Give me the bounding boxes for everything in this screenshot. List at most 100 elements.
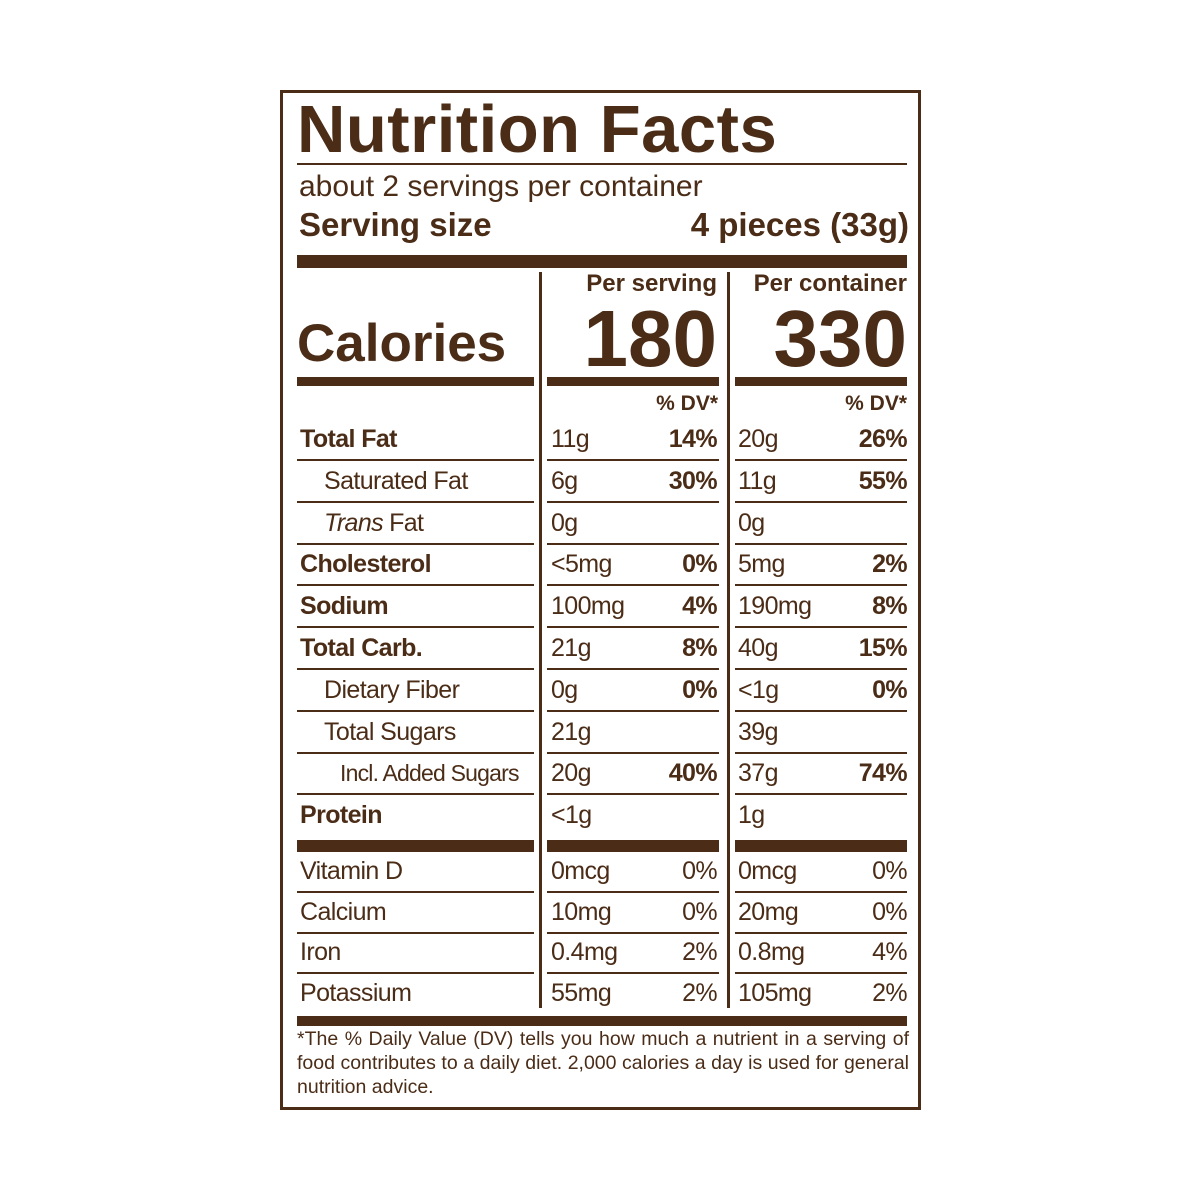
dv-header: % DV* [845, 392, 907, 415]
rule [297, 163, 907, 165]
row-rule [735, 459, 907, 461]
amount: 190mg [738, 592, 812, 621]
amount: <1g [551, 801, 592, 830]
daily-value: 40% [668, 759, 718, 788]
serving-size-label: Serving size [299, 206, 492, 243]
amount: 0mcg [551, 857, 610, 885]
row-rule [735, 668, 907, 670]
amount: 11g [551, 425, 590, 453]
amount: 5mg [738, 550, 785, 579]
thick-rule [297, 377, 534, 386]
row-rule [735, 751, 907, 754]
row-rule [297, 931, 534, 934]
nutrient-name: Protein [300, 801, 383, 830]
row-rule [547, 668, 719, 670]
nutrient-name: Vitamin D [300, 857, 403, 885]
nutrient-name: Total Sugars [324, 717, 456, 746]
row-rule [547, 584, 719, 587]
amount: 20mg [738, 897, 799, 926]
amount: 0.8mg [738, 938, 805, 967]
row-rule [297, 542, 534, 545]
daily-value: 0% [872, 675, 908, 704]
daily-value: 8% [682, 634, 718, 662]
label-border [280, 90, 921, 1110]
amount: 0g [551, 675, 578, 704]
nutrient-name: Trans Fat [324, 506, 424, 540]
row-rule [547, 500, 719, 503]
dv-header: % DV* [656, 392, 718, 415]
row-rule [547, 626, 719, 629]
amount: 0mcg [738, 857, 797, 885]
daily-value: 8% [872, 592, 908, 621]
row-rule [735, 931, 907, 934]
thick-rule [297, 255, 907, 268]
calories-heading: Per container [753, 270, 907, 297]
row-rule [735, 972, 907, 975]
daily-value: 2% [682, 979, 718, 1008]
row-rule [735, 709, 907, 712]
footnote: *The % Daily Value (DV) tells you how mu… [297, 1028, 909, 1098]
thick-rule [735, 377, 907, 386]
amount: 1g [738, 801, 765, 830]
row-rule [547, 709, 719, 712]
daily-value: 0% [872, 857, 908, 885]
row-rule [547, 459, 719, 461]
calories-label: Calories [297, 314, 507, 373]
daily-value: 30% [668, 466, 718, 495]
column-divider [727, 272, 730, 1008]
amount: 11g [738, 466, 777, 495]
servings: about 2 servings per container [299, 170, 703, 203]
nutrient-name: Incl. Added Sugars [340, 760, 519, 787]
amount: 20g [551, 759, 592, 788]
daily-value: 55% [858, 466, 908, 495]
row-rule [735, 793, 907, 796]
nutrient-name: Calcium [300, 897, 387, 926]
row-rule [547, 542, 719, 545]
row-rule [297, 626, 534, 629]
daily-value: 15% [858, 634, 908, 662]
amount: 100mg [551, 592, 625, 621]
thick-rule [297, 1016, 907, 1026]
row-rule [547, 751, 719, 754]
serving-size-value: 4 pieces (33g) [690, 206, 909, 243]
amount: 0g [738, 508, 765, 537]
column-divider [539, 272, 542, 1008]
amount: 105mg [738, 979, 812, 1008]
amount: <5mg [551, 550, 612, 579]
daily-value: 0% [872, 897, 908, 926]
amount: 0g [551, 508, 578, 537]
row-rule [547, 793, 719, 796]
daily-value: 0% [682, 897, 718, 926]
daily-value: 0% [682, 857, 718, 885]
row-rule [735, 891, 907, 893]
row-rule [735, 542, 907, 545]
nutrient-name: Saturated Fat [324, 466, 468, 495]
daily-value: 14% [668, 425, 718, 453]
row-rule [297, 709, 534, 712]
calories-value: 180 [583, 294, 717, 383]
amount: 21g [551, 634, 592, 662]
row-rule [297, 500, 534, 503]
row-rule [297, 668, 534, 670]
nutrient-name: Total Carb. [300, 634, 423, 662]
amount: 40g [738, 634, 779, 662]
calories-heading: Per serving [586, 270, 717, 297]
amount: 55mg [551, 979, 612, 1008]
daily-value: 4% [872, 938, 908, 967]
daily-value: 0% [682, 550, 718, 579]
thick-rule [547, 840, 719, 852]
row-rule [297, 584, 534, 587]
row-rule [547, 972, 719, 975]
row-rule [547, 891, 719, 893]
thick-rule [297, 840, 534, 852]
nutrient-name: Total Fat [300, 425, 398, 453]
nutrient-name: Potassium [300, 979, 412, 1008]
thick-rule [735, 840, 907, 852]
amount: 6g [551, 466, 578, 495]
amount: 21g [551, 717, 592, 746]
amount: 20g [738, 425, 779, 453]
daily-value: 2% [682, 938, 718, 967]
amount: 10mg [551, 897, 612, 926]
row-rule [735, 626, 907, 629]
